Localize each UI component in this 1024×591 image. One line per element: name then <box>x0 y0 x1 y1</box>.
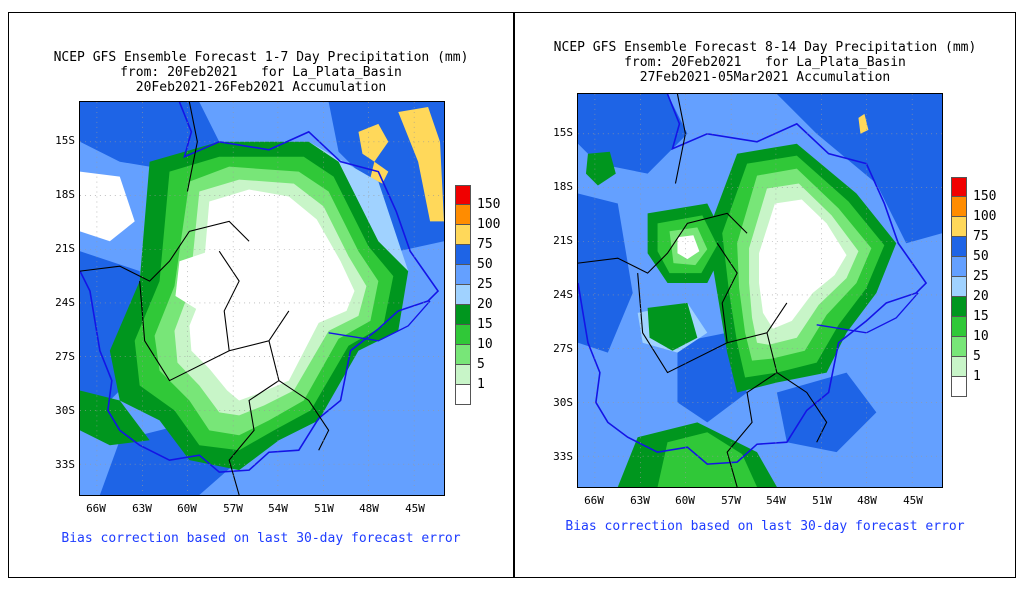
legend-swatch <box>455 285 471 305</box>
legend-label: 15 <box>477 317 493 332</box>
lon-label: 66W <box>86 502 106 515</box>
lon-label: 51W <box>314 502 334 515</box>
lon-label: 63W <box>630 494 650 507</box>
legend-swatch <box>951 317 967 337</box>
legend-label: 75 <box>973 229 989 244</box>
panel-title-line2: from: 20Feb2021 for La_Plata_Basin <box>624 55 906 70</box>
legend-swatch <box>951 257 967 277</box>
legend-label: 50 <box>477 257 493 272</box>
lon-label: 60W <box>177 502 197 515</box>
lat-label: 24S <box>55 296 75 309</box>
legend-swatch <box>455 325 471 345</box>
legend-label: 75 <box>477 237 493 252</box>
legend-label: 5 <box>477 357 485 372</box>
lat-label: 33S <box>553 450 573 463</box>
legend-label: 100 <box>477 217 501 232</box>
lon-label: 60W <box>675 494 695 507</box>
lat-label: 18S <box>553 180 573 193</box>
precipitation-field <box>80 102 444 495</box>
lon-label: 45W <box>405 502 425 515</box>
legend-label: 20 <box>973 289 989 304</box>
legend-swatch <box>455 305 471 325</box>
legend-swatch <box>455 245 471 265</box>
legend-swatch <box>951 237 967 257</box>
panel-title-line1: NCEP GFS Ensemble Forecast 1-7 Day Preci… <box>53 50 469 65</box>
panel-title-line3: 20Feb2021-26Feb2021 Accumulation <box>135 80 387 95</box>
legend-label: 25 <box>477 277 493 292</box>
legend-swatch <box>951 277 967 297</box>
legend-label: 20 <box>477 297 493 312</box>
forecast-panel-week2: NCEP GFS Ensemble Forecast 8-14 Day Prec… <box>514 12 1016 578</box>
legend-swatch <box>951 297 967 317</box>
legend-swatch <box>951 377 967 397</box>
lat-label: 24S <box>553 288 573 301</box>
color-legend <box>455 185 471 405</box>
lat-label: 33S <box>55 458 75 471</box>
lat-label: 30S <box>553 396 573 409</box>
legend-label: 5 <box>973 349 981 364</box>
lat-label: 15S <box>55 134 75 147</box>
lat-label: 15S <box>553 126 573 139</box>
lon-label: 63W <box>132 502 152 515</box>
legend-swatch <box>455 385 471 405</box>
lat-label: 21S <box>553 234 573 247</box>
bias-correction-note: Bias correction based on last 30-day for… <box>61 531 461 546</box>
legend-label: 10 <box>973 329 989 344</box>
legend-label: 15 <box>973 309 989 324</box>
legend-swatch <box>455 225 471 245</box>
bias-correction-note: Bias correction based on last 30-day for… <box>565 519 965 534</box>
lat-label: 30S <box>55 404 75 417</box>
legend-swatch <box>951 217 967 237</box>
forecast-panel-week1: NCEP GFS Ensemble Forecast 1-7 Day Preci… <box>8 12 514 578</box>
legend-label: 25 <box>973 269 989 284</box>
panel-title-line3: 27Feb2021-05Mar2021 Accumulation <box>639 70 891 85</box>
lon-label: 57W <box>721 494 741 507</box>
legend-swatch <box>951 197 967 217</box>
color-legend <box>951 177 967 397</box>
legend-label: 100 <box>973 209 997 224</box>
lon-label: 66W <box>584 494 604 507</box>
legend-swatch <box>455 185 471 205</box>
legend-swatch <box>455 365 471 385</box>
legend-label: 150 <box>477 197 501 212</box>
legend-swatch <box>455 345 471 365</box>
lon-label: 54W <box>268 502 288 515</box>
legend-label: 10 <box>477 337 493 352</box>
lon-label: 48W <box>359 502 379 515</box>
legend-label: 50 <box>973 249 989 264</box>
lat-label: 27S <box>55 350 75 363</box>
precipitation-map <box>577 93 943 488</box>
legend-label: 150 <box>973 189 997 204</box>
legend-label: 1 <box>477 377 485 392</box>
legend-swatch <box>951 357 967 377</box>
legend-swatch <box>951 337 967 357</box>
legend-swatch <box>455 205 471 225</box>
lat-label: 27S <box>553 342 573 355</box>
precipitation-map <box>79 101 445 496</box>
lat-label: 21S <box>55 242 75 255</box>
lon-label: 45W <box>903 494 923 507</box>
legend-label: 1 <box>973 369 981 384</box>
legend-swatch <box>455 265 471 285</box>
lon-label: 54W <box>766 494 786 507</box>
panel-title-line1: NCEP GFS Ensemble Forecast 8-14 Day Prec… <box>553 40 977 55</box>
lon-label: 48W <box>857 494 877 507</box>
precipitation-field <box>578 94 942 487</box>
panel-title-line2: from: 20Feb2021 for La_Plata_Basin <box>120 65 402 80</box>
legend-swatch <box>951 177 967 197</box>
lon-label: 57W <box>223 502 243 515</box>
lat-label: 18S <box>55 188 75 201</box>
lon-label: 51W <box>812 494 832 507</box>
